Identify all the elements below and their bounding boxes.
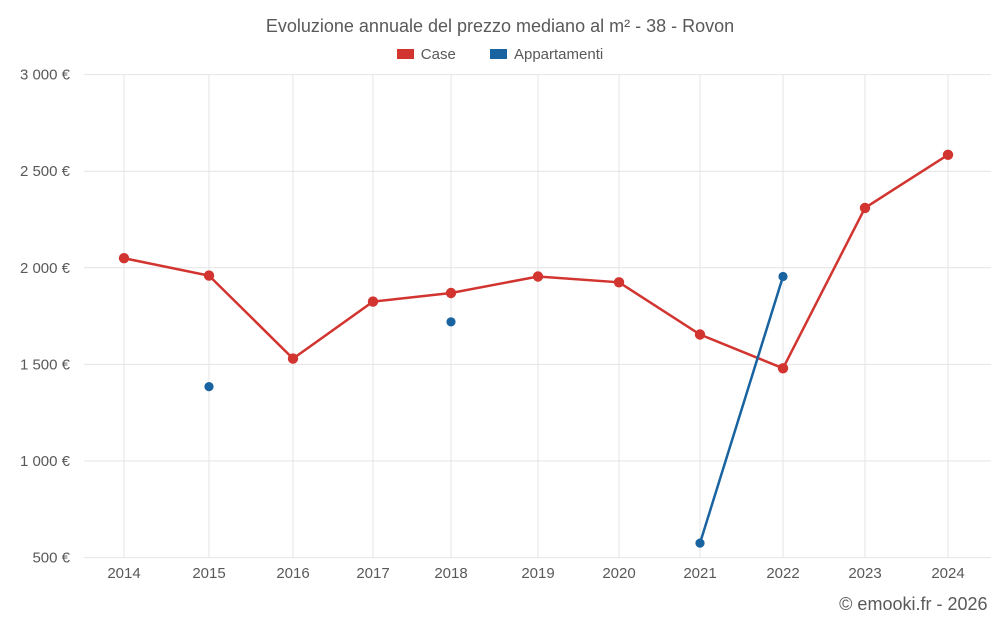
svg-text:2015: 2015 [192,565,225,582]
svg-text:1 000 €: 1 000 € [20,453,71,470]
svg-text:2018: 2018 [434,565,467,582]
svg-text:2020: 2020 [602,565,635,582]
svg-text:2016: 2016 [276,565,309,582]
svg-text:500 €: 500 € [32,550,70,567]
svg-text:2019: 2019 [521,565,554,582]
svg-text:2024: 2024 [931,565,964,582]
svg-text:2021: 2021 [683,565,716,582]
svg-text:3 000 €: 3 000 € [20,67,71,84]
svg-text:2023: 2023 [848,565,881,582]
svg-text:2014: 2014 [107,565,140,582]
svg-text:2017: 2017 [356,565,389,582]
svg-text:1 500 €: 1 500 € [20,356,71,373]
svg-text:2022: 2022 [766,565,799,582]
svg-text:2 500 €: 2 500 € [20,163,71,180]
svg-text:2 000 €: 2 000 € [20,260,71,277]
